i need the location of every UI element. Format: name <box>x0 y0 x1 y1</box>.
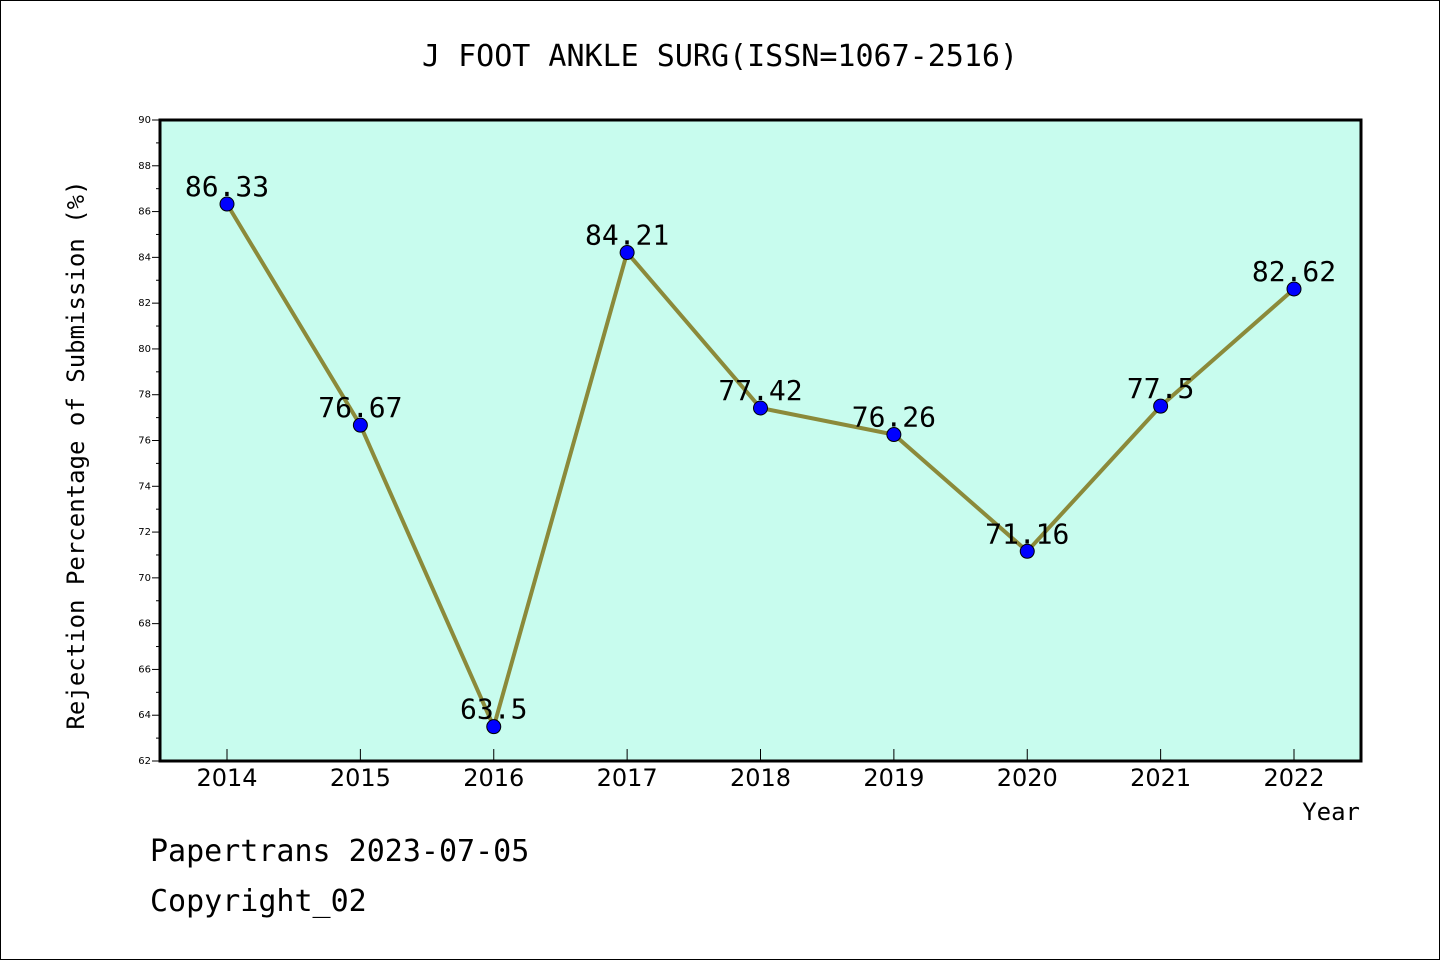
data-point <box>1019 543 1035 559</box>
data-point <box>486 719 502 735</box>
x-tick-label: 2022 <box>1263 764 1324 792</box>
data-point <box>619 245 635 261</box>
data-point <box>1153 398 1169 414</box>
y-tick-label: 72 <box>138 527 151 538</box>
y-tick-label: 66 <box>138 664 151 675</box>
y-axis: 62 64 66 68 70 72 74 76 78 80 82 84 86 88 90 <box>138 115 160 767</box>
x-tick-label: 2014 <box>196 764 257 792</box>
data-point <box>753 400 768 416</box>
x-tick-label: 2018 <box>730 764 791 792</box>
x-tick-label: 2019 <box>863 764 924 792</box>
x-tick-label: 2020 <box>997 764 1058 792</box>
y-tick-label: 62 <box>138 756 151 767</box>
series-group: 86.33 76.67 63.5 84.21 77.42 76.26 71.16 77.5 82… <box>185 170 1336 735</box>
data-label: 76.26 <box>852 401 936 434</box>
data-label: 86.33 <box>185 170 269 203</box>
y-axis-label: Rejection Percentage of Submission (%) <box>62 180 90 729</box>
data-label: 71.16 <box>985 517 1069 550</box>
data-label: 77.42 <box>718 374 802 407</box>
chart-title: J FOOT ANKLE SURG(ISSN=1067-2516) <box>422 39 1018 74</box>
data-point <box>352 417 368 433</box>
data-label: 84.21 <box>585 219 669 252</box>
y-tick-label: 78 <box>138 390 151 401</box>
data-point <box>886 427 902 443</box>
data-point <box>1286 281 1302 297</box>
y-tick-label: 76 <box>138 436 151 447</box>
data-label: 63.5 <box>460 693 527 726</box>
x-axis: 2014 2015 2016 2017 2018 2019 2020 2021 2022 <box>196 749 1325 792</box>
y-tick-label: 70 <box>138 573 151 584</box>
data-point <box>219 196 235 212</box>
y-tick-label: 84 <box>138 252 151 263</box>
footer-date: Papertrans 2023-07-05 <box>150 834 530 869</box>
data-label: 76.67 <box>318 391 402 424</box>
y-tick-label: 64 <box>138 710 151 721</box>
x-tick-label: 2017 <box>597 764 658 792</box>
y-tick-label: 68 <box>138 619 151 630</box>
x-tick-label: 2016 <box>463 764 524 792</box>
y-tick-label: 86 <box>138 207 151 218</box>
x-tick-label: 2015 <box>330 764 391 792</box>
y-tick-label: 88 <box>138 161 151 172</box>
y-tick-label: 90 <box>138 115 151 126</box>
data-label: 82.62 <box>1252 255 1336 288</box>
footer-copyright: Copyright_02 <box>150 884 367 919</box>
x-axis-label: Year <box>1302 798 1360 826</box>
data-label: 77.5 <box>1127 372 1194 405</box>
y-tick-label: 74 <box>138 481 151 492</box>
y-tick-label: 82 <box>138 298 151 309</box>
plot-area <box>158 118 1363 763</box>
y-tick-label: 80 <box>138 344 151 355</box>
x-tick-label: 2021 <box>1130 764 1191 792</box>
